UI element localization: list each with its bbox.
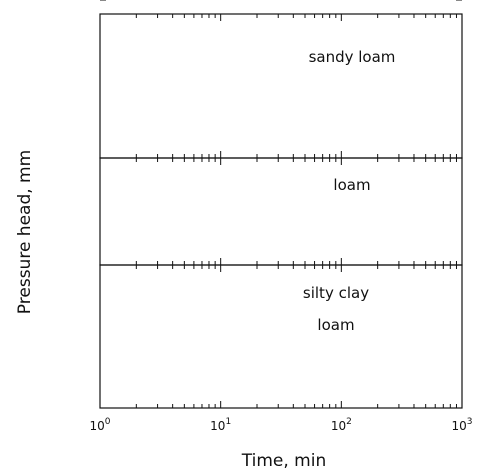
panel-2-frame (99, 157, 463, 266)
panel-3-frame (99, 264, 463, 409)
panel-3-ytick-label: 0 (86, 0, 94, 3)
panel-1-ytick-label: -600 (67, 0, 94, 3)
panel-1-ytick-label: 0 (86, 0, 94, 3)
panel-1-frame (99, 13, 463, 159)
panel-3-annotation: loam (317, 316, 354, 334)
panel-2-ytick-label: -200 (67, 0, 94, 3)
panel-2-annotation: loam (333, 176, 370, 194)
panel-1-ytick-label: -200 (67, 0, 94, 3)
panel-3-ytick-label: -400 (67, 0, 94, 3)
panel-3-annotation: silty clay (303, 284, 369, 302)
panel-2-ytick-label: -400 (67, 0, 94, 3)
panel-3-ytick-label: -200 (67, 0, 94, 3)
y-axis-label: Pressure head, mm (15, 150, 35, 314)
x-axis-label: Time, min (241, 451, 326, 471)
panel-3-ytick-label: -600 (67, 0, 94, 3)
x-tick-label: 100 (89, 417, 110, 433)
x-tick-label: 102 (331, 417, 352, 433)
x-tick-label: 103 (451, 417, 472, 433)
panel-3-ytick-label: -800 (67, 0, 94, 3)
panel-1-annotation: sandy loam (309, 48, 396, 66)
panel-1-ytick-label: -400 (67, 0, 94, 3)
x-tick-label: 101 (210, 417, 231, 433)
